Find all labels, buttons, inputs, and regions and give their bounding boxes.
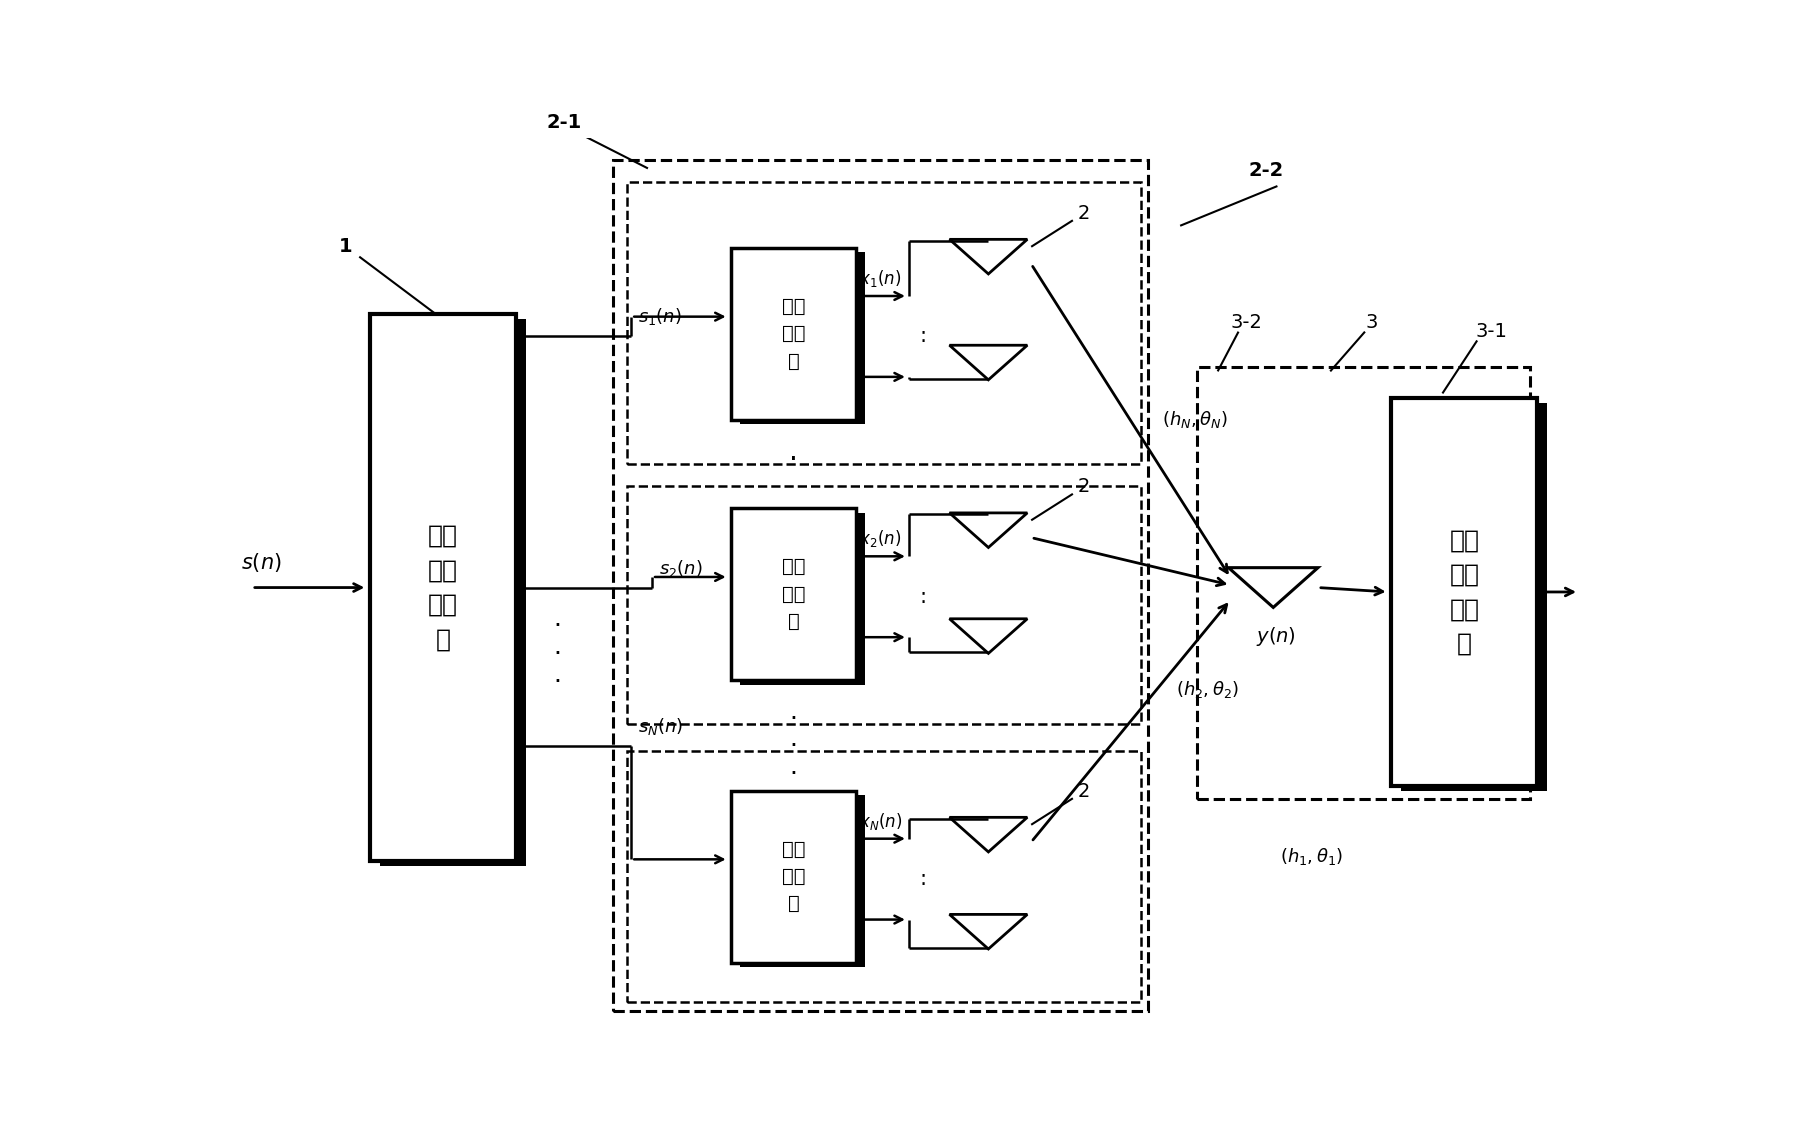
Text: 2: 2: [1078, 477, 1090, 496]
Text: $x_2(n)$: $x_2(n)$: [859, 528, 902, 549]
Text: 1: 1: [339, 236, 351, 256]
Text: $s_N(n)$: $s_N(n)$: [638, 716, 683, 738]
Text: $(h_N,\theta_N)$: $(h_N,\theta_N)$: [1162, 409, 1228, 431]
Bar: [741, 795, 864, 967]
Text: 3-2: 3-2: [1232, 313, 1262, 332]
Bar: [628, 486, 1142, 724]
Bar: [1391, 398, 1537, 786]
Text: $x_1(n)$: $x_1(n)$: [859, 268, 902, 289]
Text: $s_1(n)$: $s_1(n)$: [638, 306, 681, 327]
Text: 2: 2: [1078, 782, 1090, 801]
Text: 2-1: 2-1: [547, 113, 583, 132]
Text: ·
·
·: · · ·: [791, 707, 798, 786]
Bar: [741, 252, 864, 424]
Text: $x_N(n)$: $x_N(n)$: [859, 810, 902, 832]
Text: ·: ·: [789, 446, 798, 473]
Bar: [732, 248, 857, 419]
Bar: [1400, 403, 1547, 792]
Bar: [380, 320, 525, 866]
Text: $s(n)$: $s(n)$: [240, 551, 282, 574]
Text: $y(n)$: $y(n)$: [1257, 625, 1296, 647]
Text: $s_2(n)$: $s_2(n)$: [660, 558, 703, 579]
Text: ·
·
·: · · ·: [554, 614, 561, 693]
Bar: [613, 159, 1148, 1011]
Text: 空时
分组
译码
器: 空时 分组 译码 器: [1449, 528, 1479, 656]
Bar: [628, 182, 1142, 464]
Text: 2-2: 2-2: [1248, 160, 1284, 180]
Text: 3-1: 3-1: [1476, 322, 1506, 342]
Text: $(h_2,\theta_2)$: $(h_2,\theta_2)$: [1176, 678, 1239, 699]
Text: :: :: [920, 869, 927, 889]
Text: 空时
分组
编码
器: 空时 分组 编码 器: [429, 524, 457, 651]
Bar: [741, 512, 864, 684]
Text: 2: 2: [1078, 204, 1090, 222]
Text: 波束
形成
器: 波束 形成 器: [782, 297, 805, 370]
Text: $(h_1,\theta_1)$: $(h_1,\theta_1)$: [1280, 846, 1343, 868]
Text: 波束
形成
器: 波束 形成 器: [782, 840, 805, 913]
Text: 3: 3: [1366, 313, 1379, 332]
Bar: [1198, 367, 1531, 800]
Bar: [628, 751, 1142, 1003]
Bar: [369, 314, 516, 861]
Text: :: :: [920, 327, 927, 346]
Text: 波束
形成
器: 波束 形成 器: [782, 557, 805, 631]
Bar: [732, 791, 857, 963]
Text: :: :: [920, 587, 927, 606]
Bar: [732, 508, 857, 681]
